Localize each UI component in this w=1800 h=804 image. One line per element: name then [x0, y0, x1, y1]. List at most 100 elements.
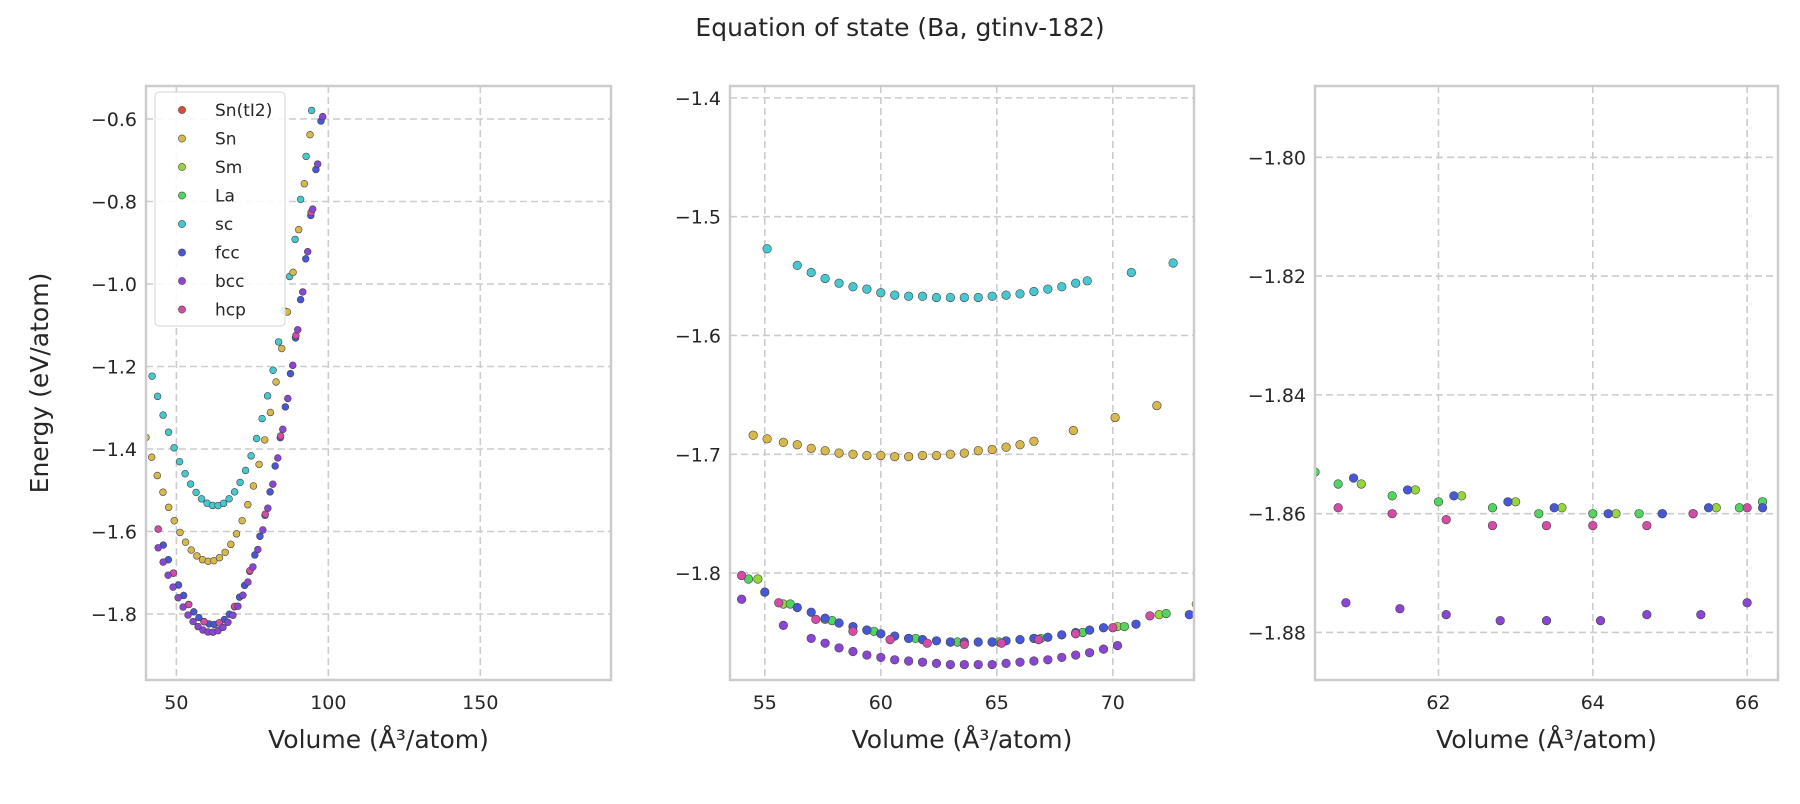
x-tick-label: 62	[1426, 692, 1450, 714]
data-point	[834, 618, 844, 628]
data-point	[820, 273, 830, 284]
data-point	[762, 244, 772, 254]
data-point	[945, 449, 956, 459]
data-point	[1387, 509, 1397, 519]
axes-frame	[728, 84, 1196, 682]
data-point	[252, 434, 261, 443]
data-point	[1043, 284, 1053, 294]
data-point	[959, 292, 969, 303]
data-point	[181, 538, 190, 546]
data-point	[170, 517, 178, 525]
data-point	[304, 247, 312, 256]
legend-item: Sm	[178, 158, 242, 178]
data-point	[1015, 289, 1025, 299]
data-point	[1588, 520, 1598, 531]
y-tick-label: −1.5	[675, 207, 721, 229]
x-tick-label: 70	[1101, 692, 1125, 714]
data-point	[1084, 625, 1095, 635]
y-tick-label: −1.86	[1248, 504, 1306, 526]
data-point	[230, 488, 239, 496]
data-point	[1001, 658, 1011, 668]
data-point	[1152, 400, 1162, 411]
data-point	[194, 622, 202, 631]
legend-label: hcp	[215, 301, 246, 321]
data-point	[1588, 509, 1598, 519]
data-point	[862, 650, 872, 660]
data-point	[200, 617, 208, 626]
legend-label: La	[215, 187, 235, 207]
data-point	[1441, 515, 1451, 525]
data-point	[806, 443, 816, 453]
data-point	[164, 503, 173, 512]
data-point	[189, 617, 197, 626]
x-axis-label: Volume (Å³/atom)	[852, 725, 1073, 754]
data-point	[232, 530, 241, 538]
data-point	[261, 436, 269, 444]
data-point	[959, 659, 969, 670]
data-point	[885, 635, 895, 645]
axes-frame	[144, 84, 613, 682]
data-point	[269, 480, 277, 488]
data-point	[159, 488, 167, 496]
data-point	[1029, 436, 1039, 446]
data-point	[1534, 509, 1544, 519]
data-point	[1449, 491, 1459, 501]
y-tick-label: −0.6	[91, 109, 137, 131]
data-point	[973, 446, 983, 456]
y-tick-label: −1.8	[675, 563, 721, 585]
series-hcp	[1333, 503, 1752, 531]
data-point	[1734, 503, 1745, 513]
data-point	[264, 504, 272, 512]
data-point	[1634, 509, 1644, 519]
data-point	[1503, 497, 1513, 507]
data-point	[1487, 503, 1498, 513]
data-point	[170, 444, 178, 452]
data-point	[736, 594, 747, 604]
data-point	[272, 378, 280, 386]
data-point	[1657, 509, 1667, 519]
y-tick-label: −1.80	[1248, 147, 1306, 169]
data-point	[299, 288, 307, 296]
data-point	[284, 394, 292, 403]
legend-label: fcc	[215, 244, 240, 264]
y-tick-label: −0.8	[91, 192, 137, 214]
data-point	[274, 338, 283, 346]
x-axis-label: Volume (Å³/atom)	[268, 725, 489, 754]
data-point	[247, 452, 255, 460]
data-point	[169, 583, 177, 591]
data-point	[193, 552, 201, 560]
y-axis-label: Energy (eV/atom)	[25, 273, 54, 494]
data-point	[259, 526, 267, 534]
data-point	[255, 460, 263, 469]
data-point	[276, 432, 285, 440]
x-tick-label: 65	[985, 692, 1009, 714]
series-fcc	[760, 587, 1194, 647]
data-point	[289, 268, 297, 277]
legend-marker	[178, 191, 186, 200]
series-bcc	[154, 112, 327, 636]
data-point	[266, 408, 275, 417]
y-tick-label: −1.6	[675, 325, 721, 347]
data-point	[323, 62, 330, 69]
data-point	[1001, 290, 1011, 300]
data-point	[302, 255, 310, 263]
data-point	[922, 638, 932, 648]
legend: Sn(tI2) Sn Sm La sc fcc bcc hcp	[154, 91, 286, 327]
data-point	[1001, 442, 1011, 452]
data-point	[1642, 520, 1652, 531]
data-point	[904, 633, 914, 644]
data-point	[806, 267, 816, 278]
data-point	[890, 655, 900, 665]
data-point	[890, 290, 900, 300]
data-point	[931, 658, 942, 668]
y-tick-label: −1.4	[675, 88, 721, 110]
legend-marker	[178, 220, 186, 228]
x-tick-label: 66	[1735, 692, 1759, 714]
data-point	[241, 466, 250, 475]
data-point	[987, 444, 997, 455]
data-point	[931, 450, 942, 461]
data-point	[1495, 615, 1505, 626]
legend-marker	[178, 248, 186, 257]
data-point	[159, 411, 167, 419]
